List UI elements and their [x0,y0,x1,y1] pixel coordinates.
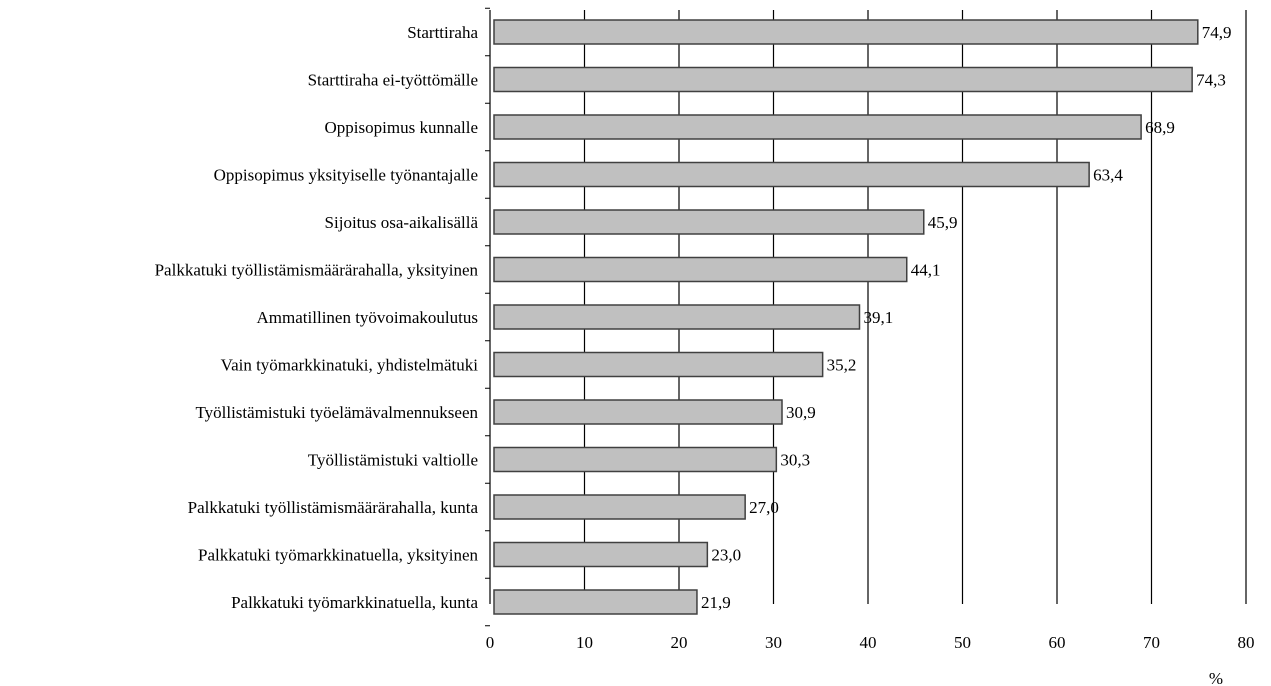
value-label: 21,9 [701,593,731,612]
value-label: 63,4 [1093,166,1123,185]
x-axis-unit-label: % [1209,669,1223,686]
x-tick-label: 30 [765,633,782,652]
x-tick-label: 50 [954,633,971,652]
grid-lines [485,7,1247,627]
value-label: 27,0 [749,498,779,517]
category-label: Palkkatuki työllistämismäärärahalla, yks… [155,261,479,280]
bar [493,256,908,283]
x-axis-ticks: 0 10 20 30 40 50 60 70 80 [486,633,1255,652]
value-label: 30,3 [780,451,810,470]
bar [493,66,1193,93]
category-label: Ammatillinen työvoimakoulutus [257,308,478,327]
category-label: Vain työmarkkinatuki, yhdistelmätuki [221,356,479,375]
value-label: 74,9 [1202,23,1232,42]
category-label: Starttiraha ei-työttömälle [308,71,478,90]
value-label: 23,0 [711,546,741,565]
value-label: 30,9 [786,403,816,422]
x-tick-label: 0 [486,633,495,652]
value-labels: 74,9 74,3 68,9 63,4 45,9 44,1 39,1 35,2 30,9 30,3… [701,23,1232,612]
category-label: Työllistämistuki valtiolle [308,451,478,470]
bar [493,399,783,425]
value-label: 35,2 [827,356,857,375]
x-tick-label: 10 [576,633,593,652]
value-label: 45,9 [928,213,958,232]
category-label: Palkkatuki työllistämismäärärahalla, kun… [188,498,479,517]
bar [493,114,1142,140]
x-tick-label: 80 [1238,633,1255,652]
category-label: Palkkatuki työmarkkinatuella, yksityinen [198,546,478,565]
category-labels: Starttiraha Starttiraha ei-työttömälle Opp… [155,23,479,612]
bar [493,541,709,568]
category-label: Työllistämistuki työelämävalmennukseen [195,403,478,422]
category-label: Oppisopimus yksityiselle työnantajalle [214,166,478,185]
bar [493,209,925,235]
x-tick-label: 60 [1049,633,1066,652]
bar [493,161,1090,188]
value-label: 68,9 [1145,118,1175,137]
value-label: 74,3 [1196,71,1226,90]
category-label: Palkkatuki työmarkkinatuella, kunta [231,593,478,612]
bar [493,446,778,473]
category-label: Sijoitus osa-aikalisällä [325,213,479,232]
bar [493,351,824,378]
category-label: Oppisopimus kunnalle [325,118,478,137]
bar [493,494,746,520]
bar [493,19,1199,45]
bars [493,19,1199,615]
bar [493,589,698,615]
x-tick-label: 40 [860,633,877,652]
category-label: Starttiraha [407,23,478,42]
value-label: 44,1 [911,261,941,280]
x-tick-label: 70 [1143,633,1160,652]
bar [493,304,861,330]
value-label: 39,1 [863,308,893,327]
x-tick-label: 20 [671,633,688,652]
